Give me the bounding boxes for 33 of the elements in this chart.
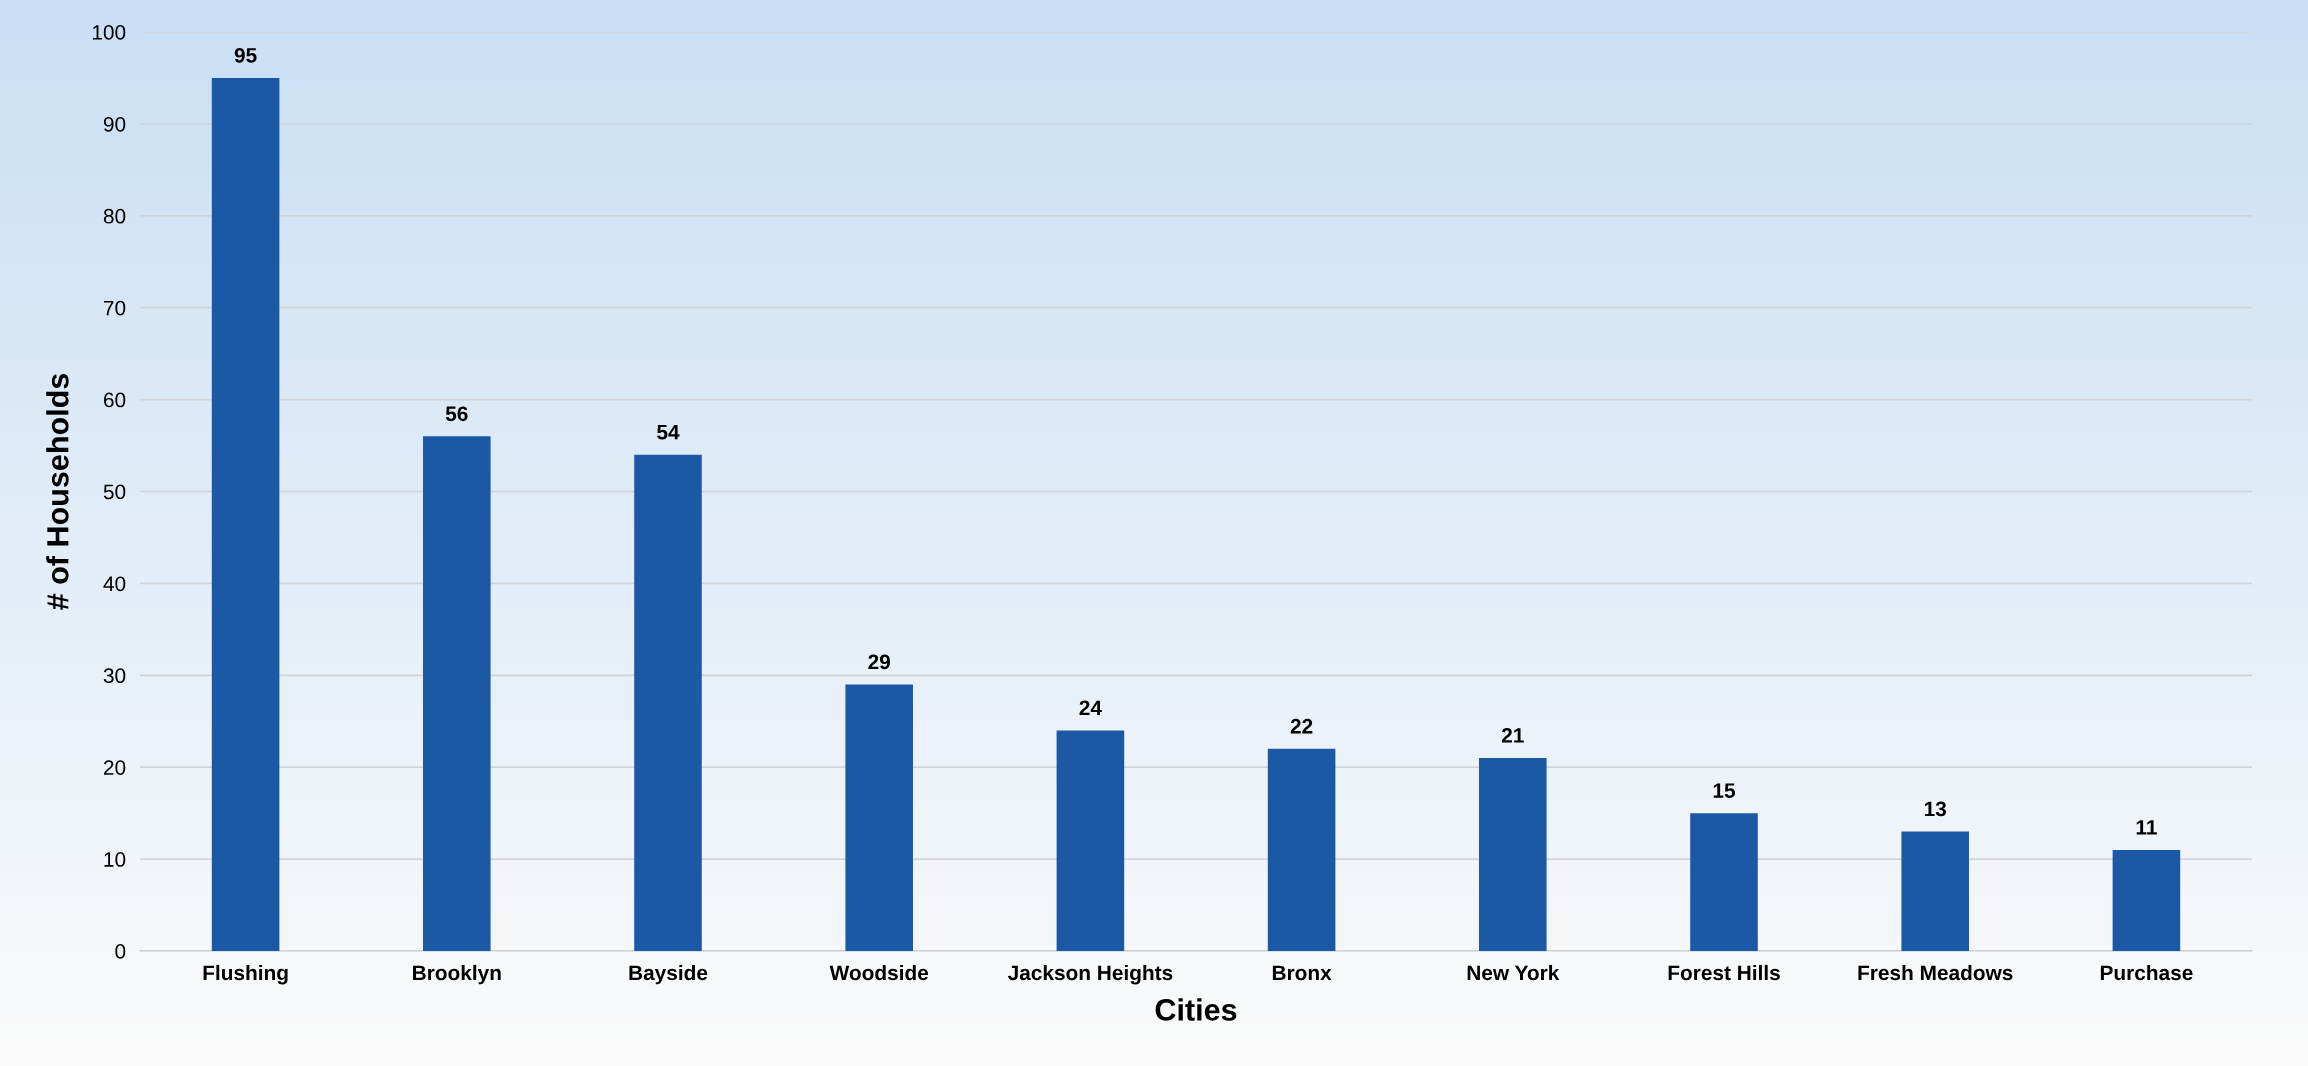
data-label: 56 [445, 406, 468, 422]
data-label: 13 [1924, 801, 1947, 817]
y-tick-label: 30 [103, 668, 126, 684]
data-label: 22 [1290, 718, 1313, 734]
data-label: 29 [868, 654, 891, 670]
x-tick-label: Flushing [203, 964, 288, 985]
x-tick-label: Brooklyn [413, 964, 501, 985]
data-label: 95 [234, 47, 257, 63]
x-tick-label: Jackson Heights [1007, 964, 1173, 985]
y-tick-label: 90 [103, 116, 126, 132]
y-tick-label: 70 [104, 300, 126, 316]
y-tick-label: 50 [103, 484, 126, 500]
x-tick-label: Woodside [829, 964, 929, 981]
x-tick-label: Purchase [2100, 964, 2193, 981]
x-axis-title: Cities [1155, 998, 1237, 1021]
x-tick-label: Bayside [629, 964, 708, 985]
x-tick-label: Fresh Meadows [1858, 964, 2013, 981]
data-label: 54 [657, 424, 680, 440]
x-tick-label: Bronx [1272, 965, 1332, 981]
y-tick-label: 100 [92, 25, 126, 40]
y-tick-label: 60 [104, 392, 126, 408]
y-tick-label: 0 [115, 944, 126, 959]
x-tick-label: Forest Hills [1668, 964, 1780, 981]
data-label: 21 [1501, 728, 1524, 743]
x-tick-label: New York [1467, 964, 1560, 981]
data-label: 15 [1713, 783, 1736, 798]
data-label: 24 [1079, 700, 1102, 716]
y-tick-label: 40 [103, 576, 126, 592]
y-tick-label: 10 [104, 852, 126, 867]
data-label: 11 [2136, 820, 2157, 835]
y-tick-label: 80 [103, 208, 126, 224]
y-axis-title: # of Households [46, 373, 69, 610]
y-tick-label: 20 [103, 760, 126, 775]
